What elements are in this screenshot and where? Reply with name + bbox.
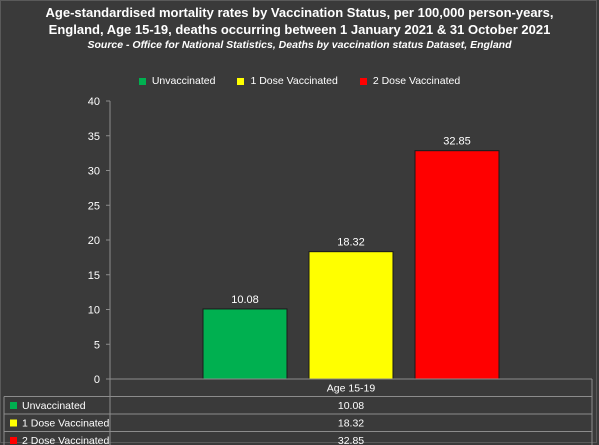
y-tick-label-15: 15 <box>88 270 100 282</box>
legend-swatch-unvaccinated <box>138 77 146 85</box>
legend-label-2-dose: 2 Dose Vaccinated <box>372 75 461 87</box>
table-category-label: Age 15-19 <box>327 383 376 395</box>
y-tick-label-5: 5 <box>94 339 100 351</box>
legend-label-1-dose: 1 Dose Vaccinated <box>250 75 338 87</box>
bar-label-unvaccinated: 10.08 <box>231 294 259 306</box>
y-tick-label-10: 10 <box>88 305 100 317</box>
table-series-name-1-dose-vaccinated: 1 Dose Vaccinated <box>22 418 110 430</box>
chart-title: Age-standardised mortality rates by Vacc… <box>0 4 599 38</box>
y-tick-label-0: 0 <box>94 374 100 386</box>
y-tick-label-30: 30 <box>88 166 100 178</box>
table-series-name-unvaccinated: Unvaccinated <box>22 400 86 412</box>
y-tick-label-25: 25 <box>88 200 100 212</box>
title-line-1: Age-standardised mortality rates by Vacc… <box>45 5 554 20</box>
y-tick-label-40: 40 <box>88 96 100 108</box>
y-tick-label-35: 35 <box>88 131 100 143</box>
legend-item-unvaccinated: Unvaccinated <box>138 75 216 87</box>
legend-label-unvaccinated: Unvaccinated <box>151 75 216 87</box>
legend-swatch-1-dose <box>237 77 245 85</box>
bar-label-1-dose-vaccinated: 18.32 <box>337 237 365 249</box>
table-value-1-dose-vaccinated: 18.32 <box>338 418 364 430</box>
legend-swatch-2-dose <box>359 77 367 85</box>
table-value-2-dose-vaccinated: 32.85 <box>338 435 364 445</box>
chart-source: Source - Office for National Statistics,… <box>87 39 512 51</box>
legend-item-1-dose: 1 Dose Vaccinated <box>237 75 338 87</box>
table-swatch-unvaccinated <box>10 402 17 409</box>
table-value-unvaccinated: 10.08 <box>338 400 364 412</box>
table-swatch-1-dose-vaccinated <box>10 419 17 427</box>
legend-item-2-dose: 2 Dose Vaccinated <box>359 75 461 87</box>
table-series-name-2-dose-vaccinated: 2 Dose Vaccinated <box>22 435 110 445</box>
bar-label-2-dose-vaccinated: 32.85 <box>443 136 471 148</box>
title-line-2: England, Age 15-19, deaths occurring bet… <box>48 22 551 37</box>
legend: Unvaccinated 1 Dose Vaccinated 2 Dose Va… <box>0 75 599 87</box>
y-tick-label-20: 20 <box>88 235 100 247</box>
bar-1-dose-vaccinated <box>308 251 394 380</box>
bar-unvaccinated <box>202 308 288 380</box>
table-swatch-2-dose-vaccinated <box>10 437 17 444</box>
bar-2-dose-vaccinated <box>414 150 500 380</box>
